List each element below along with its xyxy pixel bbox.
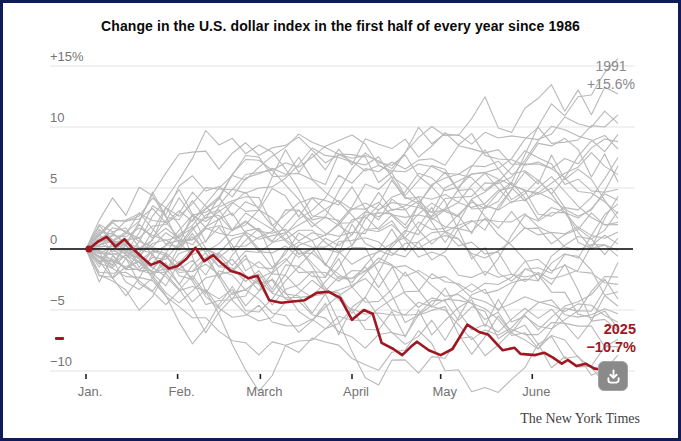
y-axis-label: −5: [50, 293, 65, 308]
year-line: [86, 133, 618, 249]
source-credit: The New York Times: [520, 411, 640, 427]
y-axis-label: −10: [50, 354, 72, 369]
x-axis-label: Feb.: [169, 384, 195, 399]
y-axis-label: +15%: [50, 49, 84, 64]
y-axis-label: 0: [50, 232, 57, 247]
download-button[interactable]: [598, 361, 628, 391]
download-icon: [605, 368, 622, 385]
x-axis-label: Jan.: [78, 384, 103, 399]
highlight-start-dot: [85, 245, 92, 252]
y-axis-label: 10: [50, 110, 64, 125]
year-line: [86, 151, 618, 254]
y-axis-label: 5: [50, 171, 57, 186]
x-axis-label: March: [246, 384, 282, 399]
x-axis-label: May: [432, 384, 457, 399]
x-axis-label: April: [343, 384, 369, 399]
chart-plot-area: +15% 10 5 0 −5 −10 Jan. Feb. March April May June: [3, 3, 678, 438]
red-dash-marker: [55, 337, 64, 340]
x-axis-label: June: [522, 384, 550, 399]
chart-card: Change in the U.S. dollar index in the f…: [0, 0, 681, 441]
